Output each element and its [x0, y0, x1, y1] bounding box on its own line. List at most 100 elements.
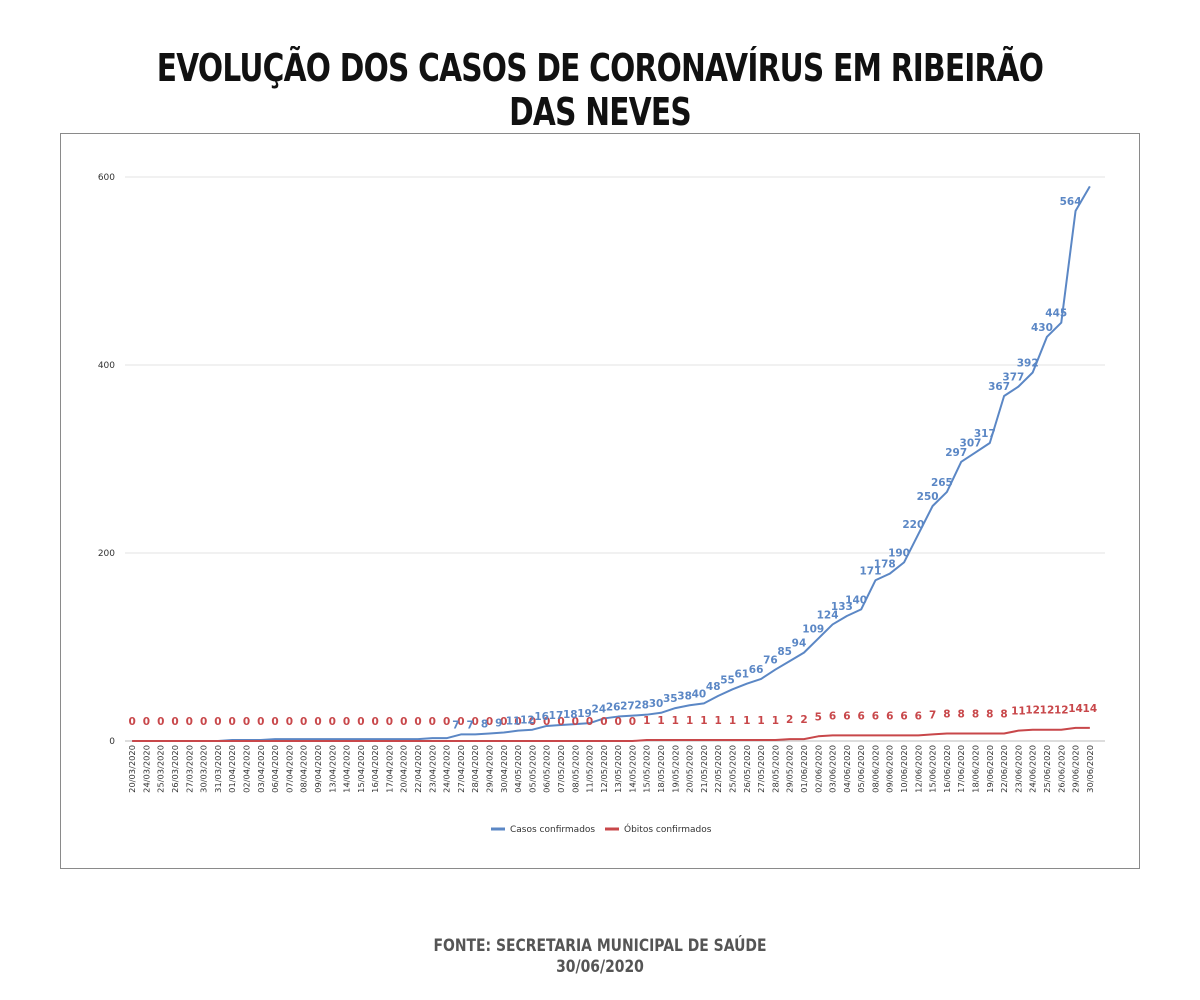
obitos-data-label: 0 [300, 716, 307, 728]
obitos-data-label: 0 [500, 716, 507, 728]
obitos-data-label: 0 [586, 716, 593, 728]
x-tick-label: 23/06/2020 [1013, 745, 1023, 793]
obitos-data-label: 8 [972, 708, 979, 720]
casos-data-label: 26 [606, 702, 621, 714]
x-tick-label: 01/06/2020 [799, 745, 809, 793]
x-tick-label: 29/05/2020 [785, 745, 795, 793]
obitos-data-label: 1 [643, 715, 650, 727]
casos-confirmados-line [132, 185, 1091, 742]
casos-data-label: 76 [763, 655, 778, 667]
x-tick-label: 23/04/2020 [427, 745, 437, 793]
x-tick-label: 14/05/2020 [627, 745, 637, 793]
obitos-data-label: 0 [429, 716, 436, 728]
obitos-data-label: 0 [443, 716, 450, 728]
casos-data-label: 48 [706, 681, 721, 693]
obitos-data-label: 0 [286, 716, 293, 728]
obitos-data-label: 7 [929, 709, 936, 721]
y-tick-label: 600 [98, 173, 115, 183]
casos-data-label: 430 [1031, 322, 1053, 334]
obitos-data-label: 8 [943, 708, 950, 720]
x-tick-label: 12/06/2020 [913, 745, 923, 793]
obitos-data-label: 12 [1040, 705, 1055, 717]
x-tick-label: 29/06/2020 [1071, 745, 1081, 793]
casos-data-label: 27 [620, 701, 635, 713]
x-tick-label: 20/03/2020 [127, 745, 137, 793]
x-tick-label: 05/05/2020 [527, 745, 537, 793]
casos-data-label: 307 [960, 437, 982, 449]
obitos-data-label: 0 [629, 716, 636, 728]
casos-data-label: 12 [520, 715, 535, 727]
obitos-data-label: 0 [472, 716, 479, 728]
source-date: 30/06/2020 [556, 957, 644, 977]
obitos-data-label: 0 [243, 716, 250, 728]
x-tick-label: 06/04/2020 [270, 745, 280, 793]
casos-data-label: 40 [692, 688, 707, 700]
obitos-data-label: 12 [1054, 705, 1069, 717]
x-tick-label: 30/04/2020 [499, 745, 509, 793]
obitos-data-label: 0 [157, 716, 164, 728]
x-tick-label: 07/05/2020 [556, 745, 566, 793]
obitos-data-label: 0 [400, 716, 407, 728]
obitos-data-label: 0 [343, 716, 350, 728]
x-tick-label: 20/04/2020 [399, 745, 409, 793]
obitos-data-label: 8 [1000, 708, 1007, 720]
x-tick-label: 28/04/2020 [470, 745, 480, 793]
obitos-data-label: 1 [715, 715, 722, 727]
obitos-data-label: 1 [729, 715, 736, 727]
x-tick-label: 19/05/2020 [670, 745, 680, 793]
x-tick-label: 25/03/2020 [156, 745, 166, 793]
x-tick-label: 07/04/2020 [284, 745, 294, 793]
casos-data-label: 220 [902, 519, 924, 531]
casos-data-label: 178 [874, 559, 896, 571]
casos-data-label: 17 [549, 710, 564, 722]
obitos-data-label: 0 [357, 716, 364, 728]
casos-data-label: 94 [792, 638, 807, 650]
obitos-data-label: 6 [915, 710, 922, 722]
x-tick-label: 26/05/2020 [742, 745, 752, 793]
casos-data-label: 9 [495, 718, 502, 730]
obitos-data-label: 0 [529, 716, 536, 728]
obitos-data-label: 1 [672, 715, 679, 727]
y-tick-label: 0 [109, 737, 115, 747]
casos-data-label: 109 [802, 624, 824, 636]
x-tick-label: 10/06/2020 [899, 745, 909, 793]
casos-data-label: 250 [917, 491, 939, 503]
source-note: FONTE: SECRETARIA MUNICIPAL DE SAÚDE [433, 936, 767, 956]
x-tick-label: 16/06/2020 [942, 745, 952, 793]
casos-data-label: 140 [845, 594, 867, 606]
casos-data-label: 61 [734, 669, 749, 681]
y-tick-label: 400 [98, 361, 115, 371]
y-tick-label: 200 [98, 549, 115, 559]
obitos-data-label: 0 [557, 716, 564, 728]
obitos-data-label: 6 [857, 710, 864, 722]
x-tick-label: 01/04/2020 [227, 745, 237, 793]
x-tick-label: 09/04/2020 [313, 745, 323, 793]
casos-data-label: 265 [931, 477, 953, 489]
obitos-data-label: 0 [600, 716, 607, 728]
x-tick-label: 04/05/2020 [513, 745, 523, 793]
obitos-data-label: 14 [1083, 703, 1098, 715]
casos-data-label: 392 [1017, 358, 1039, 370]
page-title: EVOLUÇÃO DOS CASOS DE CORONAVÍRUS EM RIB… [156, 46, 1044, 134]
obitos-data-label: 0 [143, 716, 150, 728]
obitos-data-label: 0 [486, 716, 493, 728]
obitos-data-label: 1 [657, 715, 664, 727]
x-tick-label: 28/05/2020 [770, 745, 780, 793]
obitos-data-label: 0 [514, 716, 521, 728]
obitos-data-label: 1 [757, 715, 764, 727]
obitos-data-label: 6 [829, 710, 836, 722]
legend-casos-label: Casos confirmados [510, 825, 595, 835]
x-tick-label: 29/04/2020 [485, 745, 495, 793]
obitos-data-label: 0 [414, 716, 421, 728]
casos-data-label: 190 [888, 547, 910, 559]
casos-data-label: 38 [677, 690, 692, 702]
casos-data-label: 85 [777, 646, 792, 658]
x-tick-label: 24/03/2020 [141, 745, 151, 793]
casos-data-label: 124 [817, 609, 839, 621]
obitos-data-label: 0 [171, 716, 178, 728]
casos-data-label: 317 [974, 428, 996, 440]
casos-data-label: 7 [467, 719, 474, 731]
obitos-data-label: 0 [257, 716, 264, 728]
casos-data-label: 133 [831, 601, 853, 613]
